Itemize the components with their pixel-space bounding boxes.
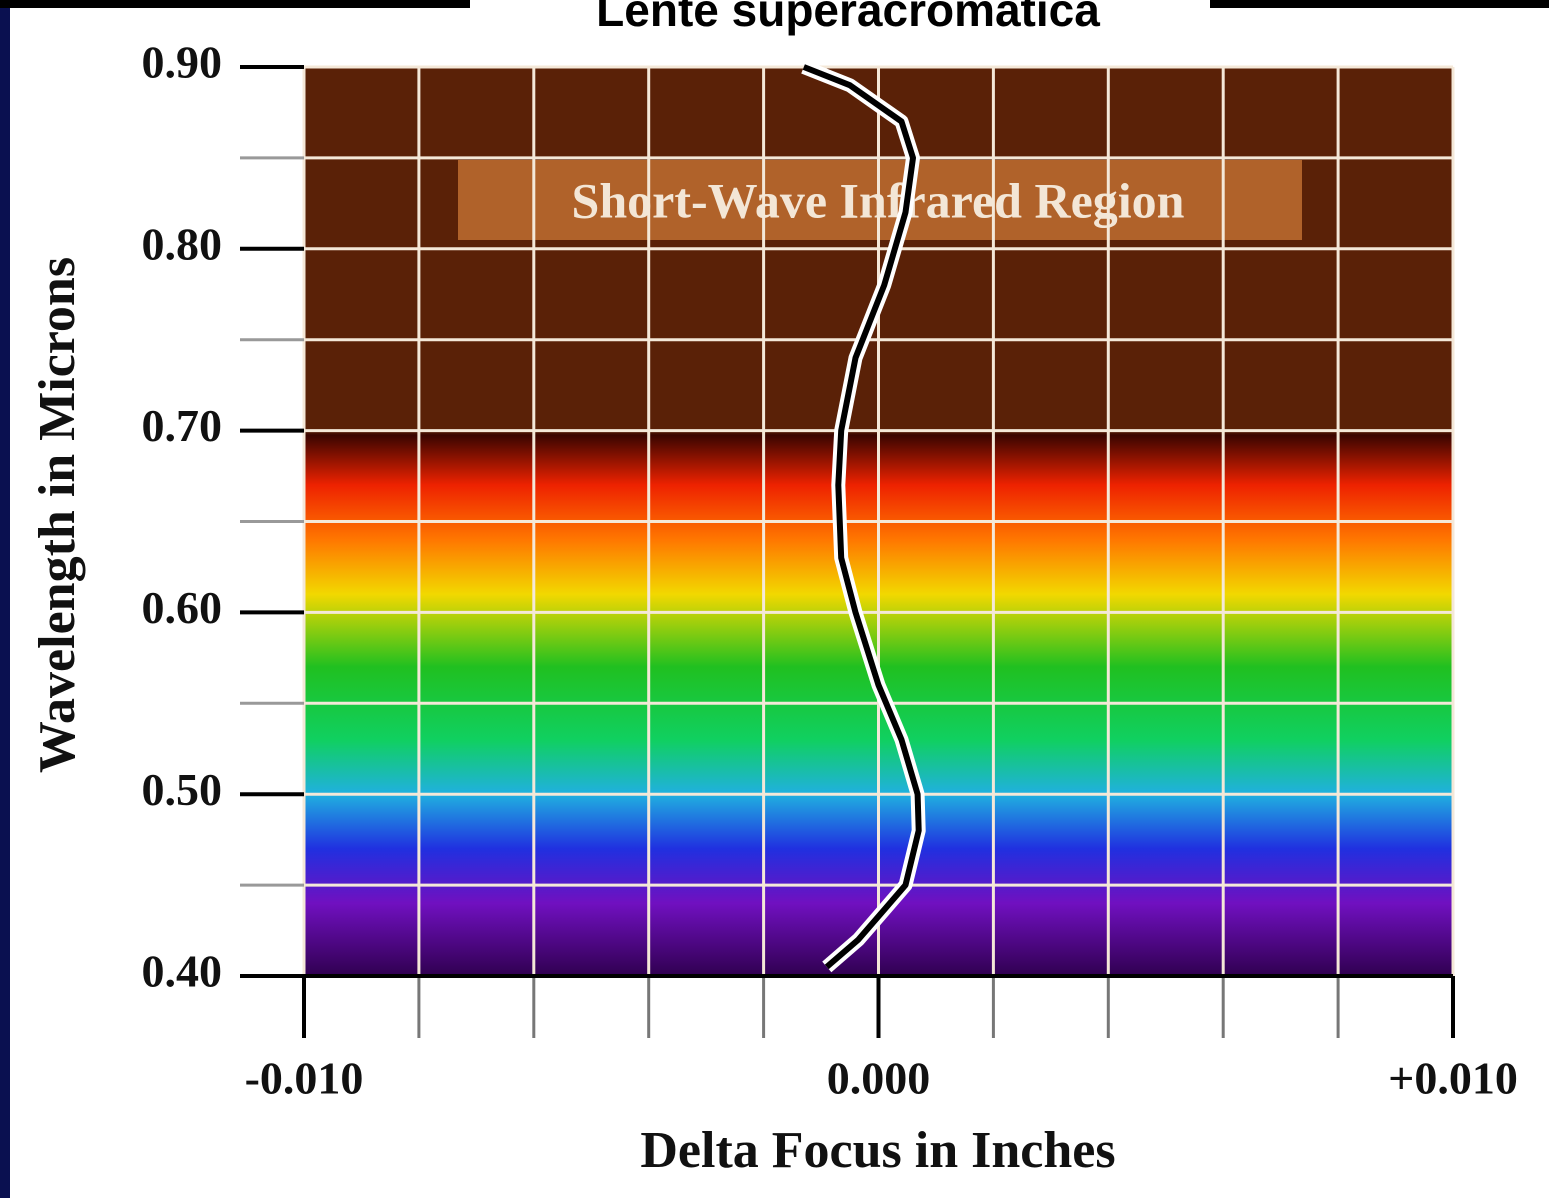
y-tick-label: 0.90 <box>142 37 223 88</box>
y-tick-label: 0.40 <box>142 946 223 997</box>
x-tick-label: +0.010 <box>1388 1053 1518 1104</box>
x-tick-label: 0.000 <box>827 1053 931 1104</box>
x-axis-label: Delta Focus in Inches <box>640 1122 1115 1179</box>
x-tick-label: -0.010 <box>245 1053 364 1104</box>
y-tick-label: 0.70 <box>142 400 223 451</box>
side-strip <box>0 0 10 1198</box>
y-axis-label: Wavelength in Microns <box>29 257 86 773</box>
y-tick-label: 0.60 <box>142 582 223 633</box>
line <box>802 64 922 970</box>
y-tick-label: 0.80 <box>142 218 223 269</box>
title-backdrop <box>470 0 1210 40</box>
y-tick-label: 0.50 <box>142 764 223 815</box>
chart-title: Lente superacromatica <box>596 0 1100 36</box>
plot <box>801 60 926 973</box>
